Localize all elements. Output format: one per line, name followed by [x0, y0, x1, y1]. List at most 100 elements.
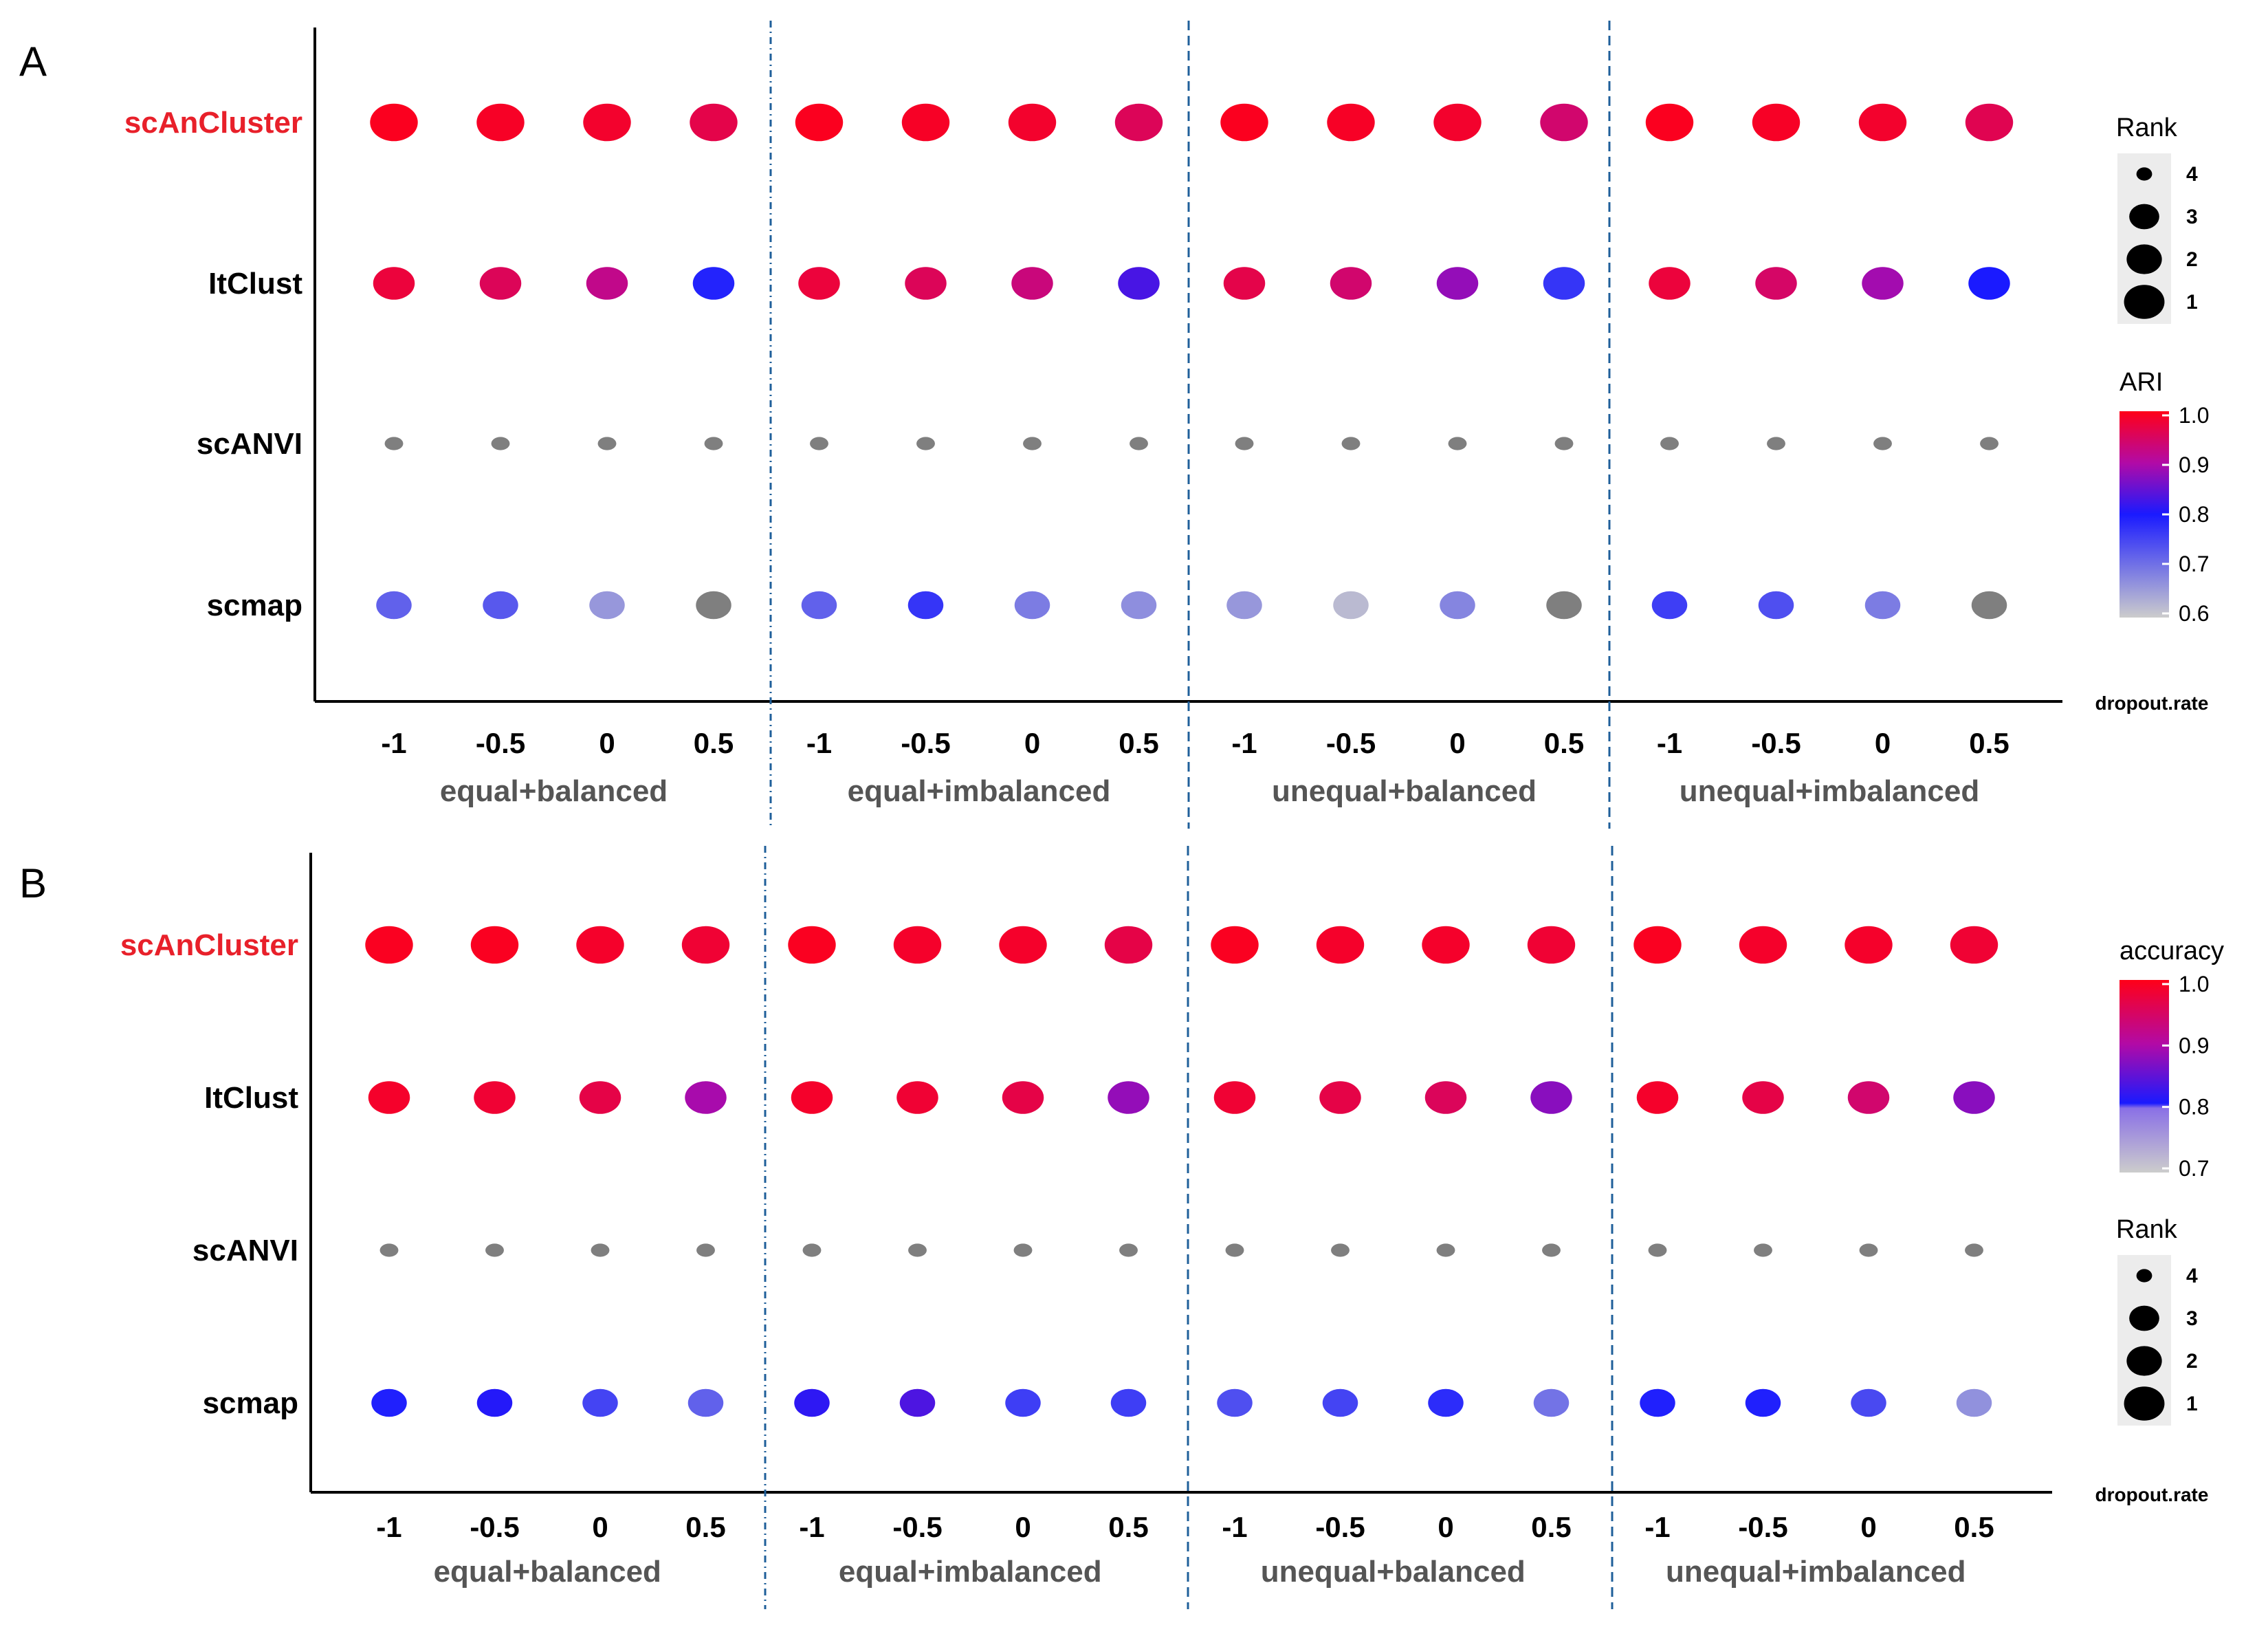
data-point-itclust — [1968, 267, 2010, 300]
size-legend-key-dot — [2124, 285, 2165, 319]
size-legend-key-dot — [2129, 1305, 2159, 1331]
data-point-itclust — [1108, 1081, 1149, 1114]
size-legend-title: Rank — [2116, 1215, 2178, 1244]
data-point-itclust — [1862, 267, 1904, 300]
data-point-scanvi — [1980, 437, 1999, 450]
data-point-scmap — [1956, 1388, 1992, 1417]
data-point-itclust — [1330, 267, 1372, 300]
data-point-scanvi — [1648, 1243, 1667, 1257]
group-label: unequal+balanced — [1261, 1555, 1526, 1589]
size-legend-key-dot — [2136, 167, 2153, 181]
color-legend-tick-label: 0.7 — [2179, 552, 2209, 576]
data-point-scancluster — [1845, 926, 1893, 964]
data-point-scancluster — [1316, 926, 1365, 964]
data-point-itclust — [685, 1081, 727, 1114]
group-label: equal+imbalanced — [848, 774, 1111, 808]
x-tick-label: -1 — [799, 1511, 824, 1543]
x-tick-label: 0 — [599, 727, 615, 759]
size-legend-tick-label: 1 — [2186, 1393, 2198, 1415]
size-legend-key-dot — [2129, 204, 2159, 230]
data-point-scancluster — [1965, 103, 2014, 142]
data-point-scanvi — [1754, 1243, 1772, 1257]
panel-letter: B — [19, 860, 47, 906]
data-point-scanvi — [1660, 437, 1679, 450]
data-point-itclust — [1213, 1081, 1256, 1114]
data-point-itclust — [1543, 267, 1585, 300]
size-legend-tick-label: 2 — [2186, 248, 2198, 271]
x-tick-label: -0.5 — [470, 1511, 519, 1543]
data-point-scanvi — [1013, 1243, 1033, 1257]
size-legend-tick-label: 1 — [2186, 291, 2198, 314]
data-point-scmap — [1217, 1388, 1253, 1417]
group-label: unequal+imbalanced — [1680, 774, 1979, 808]
data-point-scmap — [1333, 591, 1369, 620]
data-point-scancluster — [1540, 103, 1588, 142]
data-point-scancluster — [1114, 103, 1163, 142]
x-tick-label: -0.5 — [1326, 727, 1376, 759]
color-legend-tick-label: 0.7 — [2179, 1156, 2209, 1181]
x-tick-label: 0.5 — [1531, 1511, 1571, 1543]
data-point-scanvi — [591, 1243, 610, 1257]
x-axis-title: dropout.rate — [2095, 692, 2209, 714]
color-legend-tick-label: 0.6 — [2179, 601, 2209, 626]
x-tick-label: -0.5 — [1738, 1511, 1787, 1543]
data-point-scmap — [1745, 1388, 1781, 1417]
size-legend-title: Rank — [2116, 113, 2178, 142]
data-point-scanvi — [597, 437, 617, 450]
data-point-scancluster — [681, 926, 730, 964]
data-point-scancluster — [476, 103, 525, 142]
color-legend-tick-label: 1.0 — [2179, 403, 2209, 428]
data-point-scmap — [376, 591, 412, 620]
data-point-scmap — [1864, 591, 1901, 620]
data-point-scancluster — [1008, 103, 1057, 142]
data-point-itclust — [791, 1081, 833, 1114]
data-point-scancluster — [370, 103, 418, 142]
data-point-scanvi — [810, 437, 828, 450]
data-point-scancluster — [1422, 926, 1470, 964]
data-point-scmap — [1440, 591, 1475, 620]
data-point-scancluster — [1433, 103, 1482, 142]
x-tick-label: 0 — [1024, 727, 1040, 759]
data-point-scmap — [1851, 1388, 1886, 1417]
x-tick-label: 0.5 — [1954, 1511, 1994, 1543]
data-point-itclust — [692, 267, 735, 300]
data-point-itclust — [1530, 1081, 1572, 1114]
x-tick-label: 0 — [1015, 1511, 1031, 1543]
x-tick-label: 0 — [1449, 727, 1465, 759]
data-point-scancluster — [1633, 926, 1682, 964]
data-point-itclust — [368, 1081, 410, 1114]
x-tick-label: 0.5 — [1544, 727, 1584, 759]
data-point-scancluster — [365, 926, 413, 964]
method-label: scmap — [203, 1386, 298, 1420]
color-legend-bar — [2120, 411, 2169, 618]
data-point-scancluster — [1950, 926, 1999, 964]
data-point-scanvi — [1130, 437, 1148, 450]
size-legend-key-dot — [2124, 1386, 2165, 1421]
data-point-scancluster — [1327, 103, 1375, 142]
color-legend-tick-label: 0.9 — [2179, 1033, 2209, 1058]
x-tick-label: -1 — [1231, 727, 1257, 759]
method-label: scAnCluster — [120, 928, 298, 962]
data-point-itclust — [798, 267, 840, 300]
data-point-scmap — [1322, 1388, 1358, 1417]
data-point-scanvi — [1965, 1243, 1983, 1257]
x-tick-label: -1 — [1657, 727, 1682, 759]
size-legend-tick-label: 3 — [2186, 206, 2198, 228]
color-legend-bar — [2120, 980, 2169, 1173]
size-legend-tick-label: 4 — [2186, 163, 2198, 186]
data-point-scancluster — [1220, 103, 1268, 142]
data-point-scanvi — [1341, 437, 1361, 450]
data-point-scmap — [801, 591, 837, 620]
size-legend-key-dot — [2126, 244, 2162, 274]
x-axis-title: dropout.rate — [2095, 1484, 2209, 1505]
data-point-scancluster — [795, 103, 844, 142]
method-label: ItClust — [208, 267, 302, 301]
data-point-scancluster — [788, 926, 836, 964]
data-point-itclust — [896, 1081, 938, 1114]
color-legend-tick-label: 0.8 — [2179, 502, 2209, 527]
data-point-scmap — [1226, 591, 1262, 620]
data-point-scanvi — [1119, 1243, 1138, 1257]
x-tick-label: 0 — [592, 1511, 608, 1543]
x-tick-label: -1 — [1222, 1511, 1247, 1543]
